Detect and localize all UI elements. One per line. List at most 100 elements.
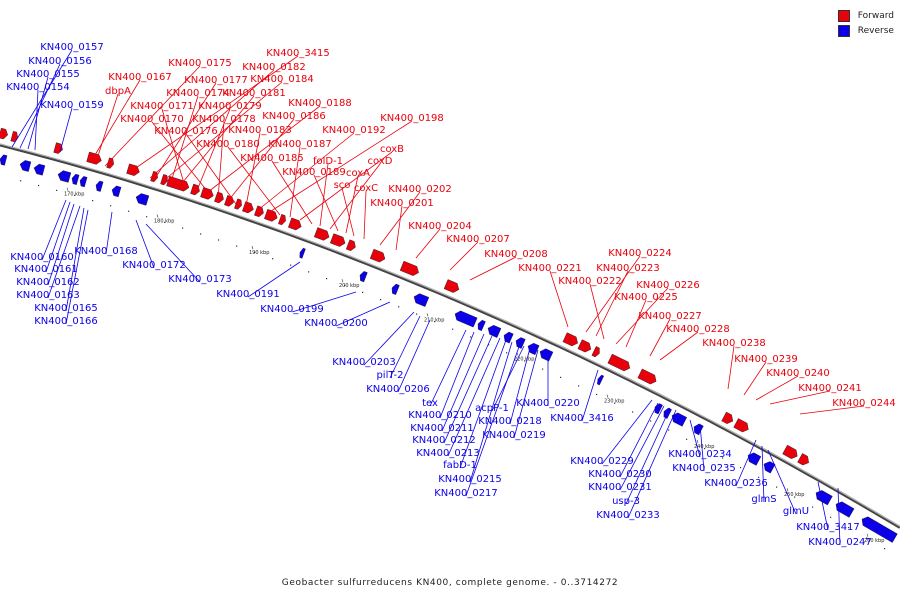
reverse-label-28-leader xyxy=(601,399,653,465)
tick-label: 260 kbp xyxy=(864,538,884,544)
forward-label-45: KN400_0227 xyxy=(638,311,702,322)
reverse-gene-9 xyxy=(299,247,306,259)
forward-label-28: folD-1 xyxy=(313,156,343,167)
reverse-gene-1 xyxy=(19,160,32,172)
reverse-label-24: KN400_0218 xyxy=(478,416,542,427)
forward-label-0: KN400_0157 xyxy=(40,42,104,53)
reverse-label-18-leader xyxy=(443,335,493,444)
reverse-label-39: KN400_0247 xyxy=(808,537,872,548)
forward-label-3-leader xyxy=(34,89,39,151)
backbone-dot xyxy=(542,368,544,370)
reverse-label-2: KN400_0162 xyxy=(16,277,80,288)
backbone-dot xyxy=(740,467,742,469)
reverse-label-17-leader xyxy=(441,333,485,432)
legend: Forward Reverse xyxy=(837,8,894,38)
reverse-label-32: KN400_0233 xyxy=(596,510,660,521)
backbone-dot xyxy=(686,438,688,440)
reverse-gene-11 xyxy=(391,283,400,295)
backbone-dot xyxy=(776,486,778,488)
forward-label-35: KN400_0201 xyxy=(370,198,434,209)
forward-gene-27 xyxy=(591,346,600,358)
backbone-dot xyxy=(452,328,454,330)
backbone-dot xyxy=(20,180,22,182)
forward-label-33: coxC xyxy=(354,183,378,194)
reverse-label-4: KN400_0165 xyxy=(34,303,98,314)
reverse-gene-25 xyxy=(747,452,762,466)
legend-reverse: Reverse xyxy=(837,23,894,38)
tick-mark xyxy=(426,313,429,317)
reverse-label-17: KN400_0211 xyxy=(410,423,474,434)
reverse-label-25: KN400_0219 xyxy=(482,430,546,441)
reverse-label-27: KN400_3416 xyxy=(550,413,614,424)
backbone-dot xyxy=(488,344,490,346)
backbone-dot xyxy=(182,227,184,229)
forward-label-26-leader xyxy=(299,151,393,221)
backbone-dot xyxy=(362,291,364,293)
reverse-gene-28 xyxy=(835,501,855,518)
reverse-label-30: KN400_0231 xyxy=(588,482,652,493)
backbone-dot xyxy=(866,537,868,539)
forward-label-9: KN400_0182 xyxy=(242,62,306,73)
backbone-dot xyxy=(326,278,328,280)
forward-label-12: KN400_0174 xyxy=(166,88,230,99)
reverse-label-35: KN400_0236 xyxy=(704,478,768,489)
reverse-label-36-leader xyxy=(761,445,765,503)
reverse-label-12: KN400_0203 xyxy=(332,357,396,368)
forward-gene-7 xyxy=(160,174,168,186)
forward-label-30-leader xyxy=(313,174,339,232)
tick-mark xyxy=(866,533,869,537)
backbone-dot xyxy=(848,527,850,529)
tick-label: 190 kbp xyxy=(249,250,269,256)
reverse-label-39-leader xyxy=(837,487,841,546)
backbone-dot xyxy=(416,313,418,315)
forward-gene-1 xyxy=(10,131,19,143)
forward-gene-30 xyxy=(721,411,734,424)
forward-gene-11 xyxy=(214,191,224,204)
forward-label-1: KN400_0156 xyxy=(28,56,92,67)
forward-label-13-leader xyxy=(177,95,255,189)
reverse-label-28: KN400_0229 xyxy=(570,456,634,467)
tick-mark xyxy=(341,279,344,283)
backbone-dot xyxy=(146,216,148,218)
backbone-dot xyxy=(650,420,652,422)
backbone-dot xyxy=(560,376,562,378)
reverse-label-21-leader xyxy=(469,341,513,483)
forward-label-50: KN400_0241 xyxy=(798,383,862,394)
tick-label: 210 kbp xyxy=(424,317,444,323)
backbone-dot xyxy=(668,429,670,431)
reverse-label-14-leader xyxy=(397,319,431,393)
forward-gene-29 xyxy=(637,368,657,385)
reverse-gene-3 xyxy=(57,170,72,183)
reverse-label-7-leader xyxy=(135,219,155,269)
forward-label-26: coxB xyxy=(380,144,404,155)
forward-label-49-leader xyxy=(755,375,799,401)
forward-label-37-leader xyxy=(449,241,479,271)
reverse-label-5: KN400_0166 xyxy=(34,316,98,327)
legend-forward: Forward xyxy=(837,8,894,23)
forward-label-19-leader xyxy=(227,118,295,202)
reverse-label-3: KN400_0163 xyxy=(16,290,80,301)
forward-label-12-leader xyxy=(169,95,199,186)
backbone-dot xyxy=(38,184,40,187)
genome-backbone xyxy=(0,143,900,529)
forward-gene-25 xyxy=(562,332,578,347)
reverse-gene-8 xyxy=(135,193,150,206)
reverse-gene-24 xyxy=(693,423,704,436)
forward-gene-13 xyxy=(234,198,242,210)
reverse-gene-22 xyxy=(663,407,672,419)
backbone-dot xyxy=(74,194,76,196)
backbone-dot xyxy=(128,210,130,212)
tick-label: 220 kbp xyxy=(514,356,534,362)
forward-label-37: KN400_0207 xyxy=(446,234,510,245)
reverse-gene-18 xyxy=(527,342,540,356)
forward-label-29-leader xyxy=(329,163,381,230)
forward-label-7-leader xyxy=(104,65,201,167)
forward-label-21-leader xyxy=(245,132,261,207)
reverse-label-34-leader xyxy=(699,423,705,472)
forward-gene-33 xyxy=(797,453,809,466)
reverse-label-37-leader xyxy=(767,449,797,515)
tick-mark xyxy=(696,439,699,443)
reverse-label-38: KN400_3417 xyxy=(796,522,860,533)
backbone-dot xyxy=(236,245,238,247)
forward-label-47-leader xyxy=(727,345,735,390)
